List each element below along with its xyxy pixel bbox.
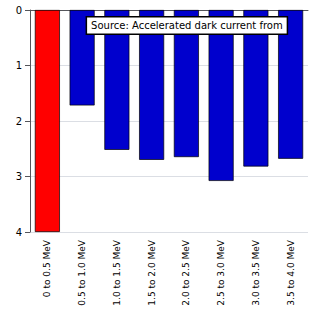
svg-text:2.0 to 2.5 MeV: 2.0 to 2.5 MeV <box>181 239 191 306</box>
svg-text:0 to 0.5 MeV: 0 to 0.5 MeV <box>42 239 52 297</box>
svg-text:2: 2 <box>16 116 22 127</box>
svg-text:3.5 to 4.0 MeV: 3.5 to 4.0 MeV <box>286 239 296 306</box>
svg-text:1.5 to 2.0 MeV: 1.5 to 2.0 MeV <box>147 239 157 306</box>
svg-text:1: 1 <box>16 60 22 71</box>
svg-text:3: 3 <box>16 171 22 182</box>
svg-text:4: 4 <box>16 227 22 238</box>
svg-text:2.5 to 3.0 MeV: 2.5 to 3.0 MeV <box>216 239 226 306</box>
svg-text:1.0 to 1.5 MeV: 1.0 to 1.5 MeV <box>112 239 122 306</box>
svg-text:Source: Accelerated dark curre: Source: Accelerated dark current from <box>91 20 283 31</box>
svg-text:0: 0 <box>16 5 22 16</box>
svg-text:3.0 to 3.5 MeV: 3.0 to 3.5 MeV <box>251 239 261 306</box>
svg-text:0.5 to 1.0 MeV: 0.5 to 1.0 MeV <box>77 239 87 306</box>
